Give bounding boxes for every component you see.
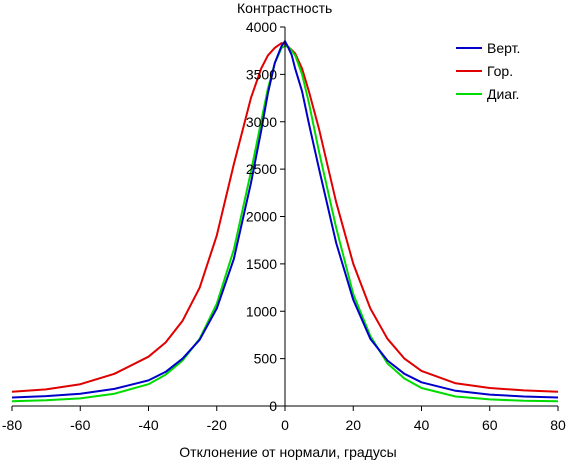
legend-label: Гор. bbox=[487, 63, 513, 79]
axes-layer: -80 -60 -40 -20 0 20 40 60 80 0 500 1000 1500 2000 250… bbox=[2, 19, 566, 433]
y-axis-title: Контрастность bbox=[237, 0, 332, 16]
y-tick-label: 3500 bbox=[246, 66, 277, 82]
legend: Верт. Гор. Диаг. bbox=[456, 40, 520, 102]
x-tick-label: 40 bbox=[414, 417, 430, 433]
series-line-1 bbox=[11, 40, 559, 399]
y-tick-label: 1500 bbox=[246, 256, 277, 272]
legend-label: Верт. bbox=[487, 40, 520, 56]
y-tick-label: 2000 bbox=[246, 209, 277, 225]
y-tick-label: 2500 bbox=[246, 161, 277, 177]
x-tick-label: -40 bbox=[138, 417, 158, 433]
y-tick-label: 4000 bbox=[246, 19, 277, 35]
x-tick-label: 60 bbox=[482, 417, 498, 433]
legend-label: Диаг. bbox=[487, 86, 519, 102]
x-axis-title: Отклонение от нормали, градусы bbox=[179, 444, 396, 460]
x-tick-label: -20 bbox=[207, 417, 227, 433]
y-tick-label: 0 bbox=[269, 398, 277, 414]
x-tick-label: -60 bbox=[70, 417, 90, 433]
y-tick-label: 500 bbox=[254, 351, 278, 367]
y-tick-label: 1000 bbox=[246, 303, 277, 319]
x-tick-label: 80 bbox=[550, 417, 566, 433]
x-tick-label: -80 bbox=[2, 417, 22, 433]
y-tick-label: 3000 bbox=[246, 114, 277, 130]
x-tick-label: 20 bbox=[345, 417, 361, 433]
x-tick-label: 0 bbox=[281, 417, 289, 433]
